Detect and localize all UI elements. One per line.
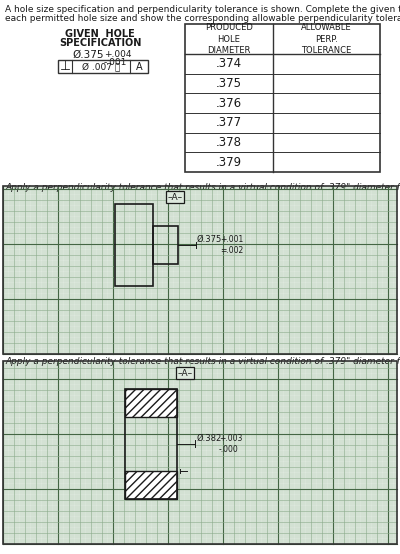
Bar bbox=[115, 204, 153, 286]
Bar bbox=[125, 389, 177, 499]
Bar bbox=[3, 361, 397, 544]
Text: –A–: –A– bbox=[178, 368, 192, 377]
Bar bbox=[185, 24, 380, 172]
Text: each permitted hole size and show the corresponding allowable perpendicularity t: each permitted hole size and show the co… bbox=[5, 14, 400, 23]
Text: .377: .377 bbox=[216, 116, 242, 129]
Text: ⊥: ⊥ bbox=[60, 60, 70, 73]
Text: .379: .379 bbox=[216, 156, 242, 168]
Text: -.000: -.000 bbox=[219, 445, 239, 454]
Text: .374: .374 bbox=[216, 57, 242, 70]
Text: Apply a perpendicularity tolerance that results in a virtual condition of .379" : Apply a perpendicularity tolerance that … bbox=[5, 357, 400, 366]
Text: A: A bbox=[136, 61, 142, 71]
Text: A hole size specification and perpendicularity tolerance is shown. Complete the : A hole size specification and perpendicu… bbox=[5, 5, 400, 14]
Text: Apply a perpendicularity tolerance that results in a virtual condition of .379" : Apply a perpendicularity tolerance that … bbox=[5, 183, 400, 192]
Bar bbox=[153, 226, 178, 264]
Text: =.002: =.002 bbox=[220, 246, 243, 255]
Text: Ø.382: Ø.382 bbox=[197, 434, 222, 443]
Text: –A–: –A– bbox=[168, 192, 182, 202]
Text: SPECIFICATION: SPECIFICATION bbox=[59, 38, 141, 48]
Text: Ø .007 Ⓜ: Ø .007 Ⓜ bbox=[82, 62, 120, 71]
Text: +.003: +.003 bbox=[219, 434, 242, 443]
Bar bbox=[3, 186, 397, 354]
Bar bbox=[58, 60, 148, 73]
Bar bbox=[125, 471, 177, 499]
Text: Ø.375: Ø.375 bbox=[72, 50, 104, 60]
Text: -.001: -.001 bbox=[104, 58, 127, 67]
Text: .376: .376 bbox=[216, 96, 242, 110]
Text: +.001: +.001 bbox=[220, 235, 243, 244]
Text: +.004: +.004 bbox=[104, 50, 132, 59]
Text: GIVEN  HOLE: GIVEN HOLE bbox=[65, 29, 135, 39]
Text: Ø.375: Ø.375 bbox=[197, 235, 222, 244]
Text: PRODUCED
HOLE
DIAMETER: PRODUCED HOLE DIAMETER bbox=[205, 23, 253, 55]
Bar bbox=[3, 186, 397, 354]
Bar bbox=[125, 389, 177, 417]
Bar bbox=[3, 361, 397, 544]
Text: .378: .378 bbox=[216, 136, 242, 149]
Text: .375: .375 bbox=[216, 77, 242, 90]
Text: ALLOWABLE
PERP.
TOLERANCE: ALLOWABLE PERP. TOLERANCE bbox=[301, 23, 352, 55]
